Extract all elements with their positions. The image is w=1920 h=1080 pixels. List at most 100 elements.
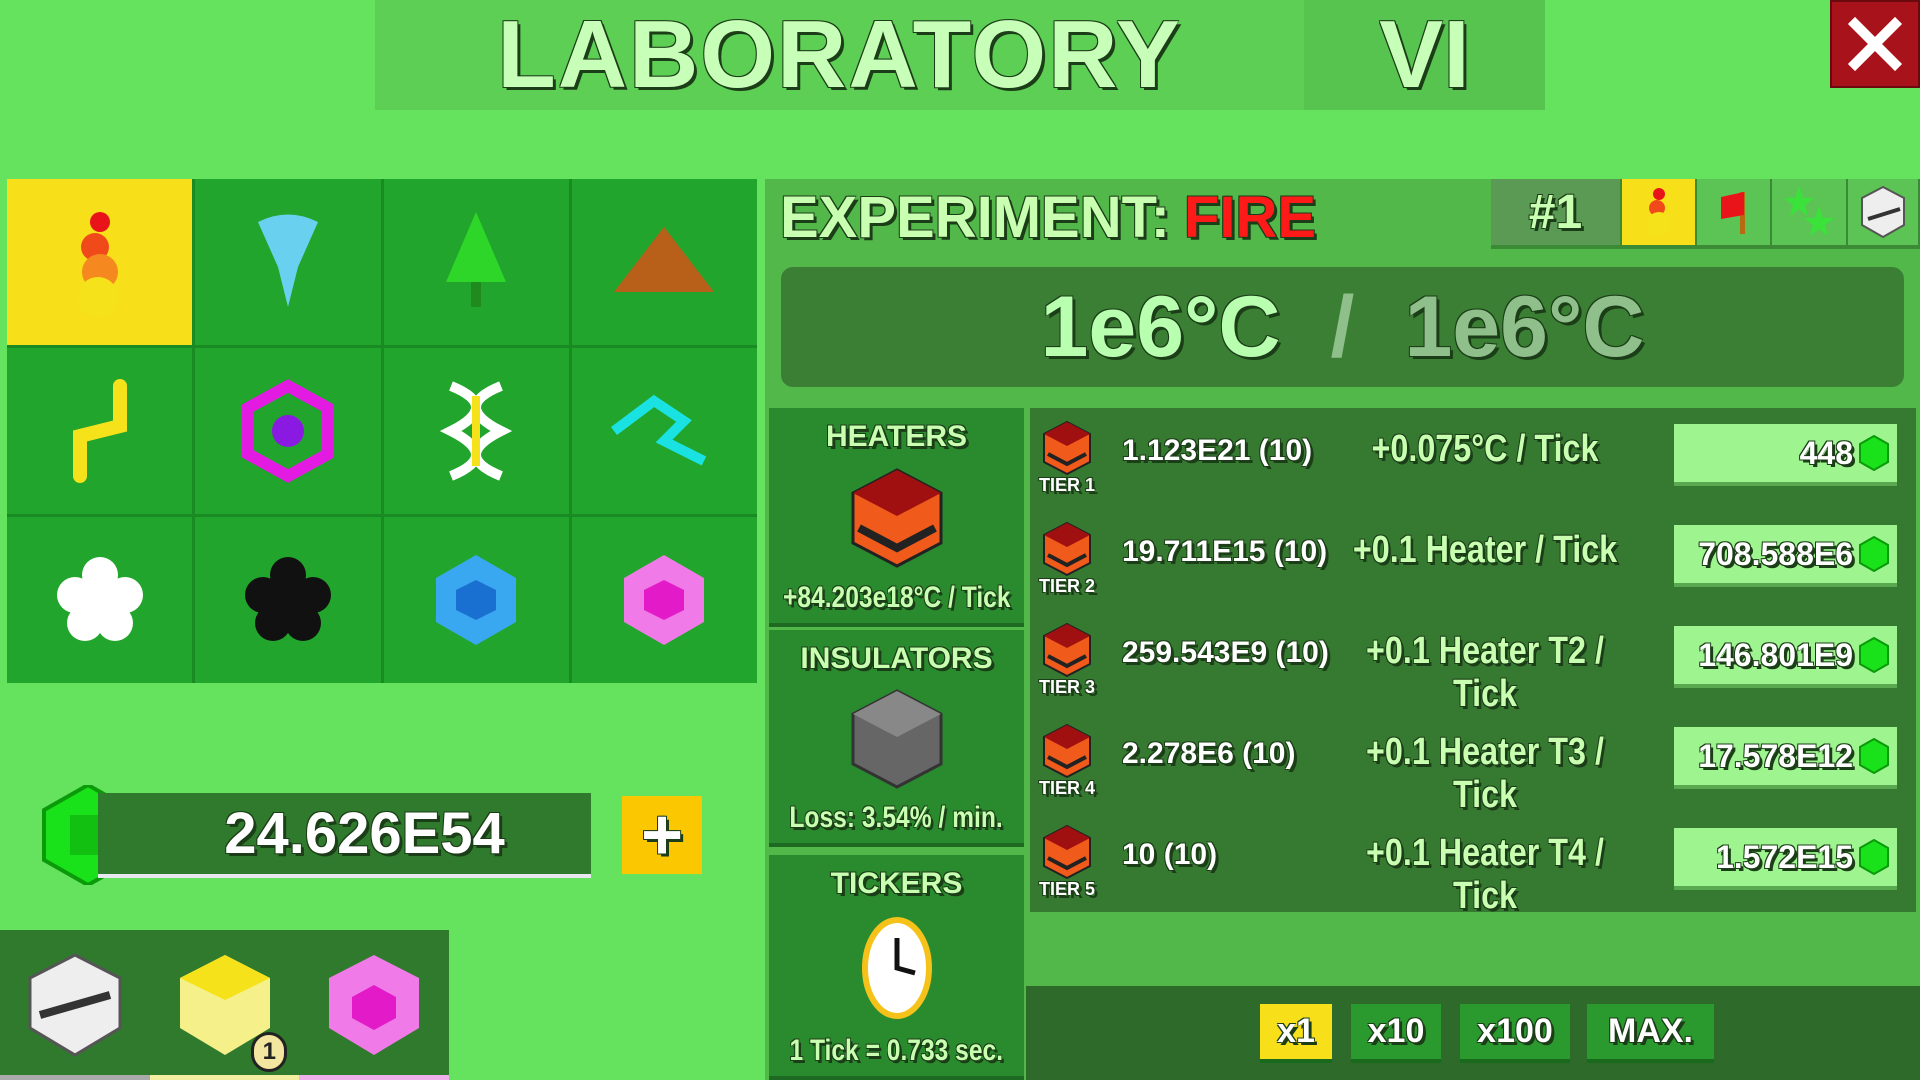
gem-icon <box>1859 435 1889 471</box>
category-title: INSULATORS <box>800 642 993 675</box>
stars-icon <box>1784 186 1834 236</box>
experiment-tree[interactable] <box>383 179 569 345</box>
heater-list: TIER 1 1.123E21 (10) +0.075°C / Tick 448… <box>1030 408 1916 917</box>
heater-cost: 17.578E12 <box>1698 737 1853 774</box>
category-insulators[interactable]: INSULATORS Loss: 3.54% / min. <box>769 630 1024 847</box>
heater-icon <box>1043 622 1091 678</box>
buy-heater-button[interactable]: 448 <box>1674 424 1897 486</box>
heater-cost: 448 <box>1799 434 1853 471</box>
heater-cost: 708.588E6 <box>1698 535 1853 572</box>
heater-icon <box>1043 824 1091 880</box>
heater-icon <box>851 467 942 568</box>
experiment-wind[interactable] <box>571 348 757 514</box>
experiment-earth[interactable] <box>571 179 757 345</box>
heater-cost: 1.572E15 <box>1715 838 1853 875</box>
owned-count: 2.278E6 (10) <box>1122 737 1296 770</box>
heater-effect: +0.1 Heater T3 / Tick <box>1366 731 1604 816</box>
buy-heater-button[interactable]: 17.578E12 <box>1674 727 1897 789</box>
category-title: HEATERS <box>825 420 968 453</box>
insulator-icon <box>851 688 942 789</box>
experiment-lightning[interactable] <box>7 348 193 514</box>
heater-effect: +0.1 Heater / Tick <box>1352 529 1618 571</box>
experiment-name: FIRE <box>1183 184 1317 250</box>
category-footer: +84.203e18°C / Tick <box>782 581 1011 614</box>
experiment-dark[interactable] <box>195 517 381 683</box>
owned-count: 19.711E15 (10) <box>1122 535 1328 568</box>
gem-icon <box>1859 738 1889 774</box>
heater-effect: +0.1 Heater T2 / Tick <box>1366 630 1604 715</box>
page-title: LABORATORY <box>375 0 1304 110</box>
cyan-swirl-icon <box>611 394 707 466</box>
tier-label: TIER 5 <box>1038 879 1095 899</box>
flag-icon <box>1720 192 1745 234</box>
heater-row: TIER 5 10 (10) +0.1 Heater T4 / Tick 1.5… <box>1030 812 1916 917</box>
experiment-magic[interactable] <box>195 348 381 514</box>
clock-icon <box>861 916 932 1019</box>
pink-hex-icon <box>624 555 705 645</box>
experiment-water[interactable] <box>195 179 381 345</box>
tray-slot-cube[interactable] <box>0 930 150 1080</box>
owned-count: 1.123E21 (10) <box>1122 434 1313 467</box>
yellow-cube-icon <box>179 955 270 1055</box>
buy-heater-button[interactable]: 1.572E15 <box>1674 828 1897 890</box>
item-tray: 1 <box>0 930 449 1080</box>
dirt-pile-icon <box>614 227 715 292</box>
pink-hex-icon <box>329 955 420 1055</box>
gem-icon <box>1859 839 1889 875</box>
dna-icon <box>439 381 513 481</box>
tab-experiment-number[interactable]: #1 <box>1491 179 1622 249</box>
current-temperature: 1e6°C <box>1040 278 1281 375</box>
heater-icon <box>1043 723 1091 779</box>
category-footer: Loss: 3.54% / min. <box>789 801 1004 834</box>
close-icon <box>1847 16 1903 72</box>
tray-slot-yellow[interactable]: 1 <box>149 930 300 1080</box>
tier-label: TIER 2 <box>1038 576 1095 596</box>
experiment-pink[interactable] <box>571 517 757 683</box>
tier-label: TIER 1 <box>1038 475 1095 495</box>
category-title: TICKERS <box>830 867 963 900</box>
target-temperature: 1e6°C <box>1404 278 1645 375</box>
owned-count: 10 (10) <box>1122 838 1218 871</box>
multiplier-x1[interactable]: x1 <box>1260 1004 1332 1063</box>
category-tickers[interactable]: TICKERS 1 Tick = 0.733 sec. <box>769 855 1024 1080</box>
heater-cost: 146.801E9 <box>1698 636 1853 673</box>
experiment-fire[interactable] <box>7 179 193 345</box>
heater-row: TIER 1 1.123E21 (10) +0.075°C / Tick 448 <box>1030 408 1916 509</box>
experiment-grid <box>7 179 757 683</box>
experiment-dna[interactable] <box>383 348 569 514</box>
heater-icon <box>1043 420 1091 476</box>
experiment-title: EXPERIMENT: FIRE <box>780 182 1316 252</box>
tab-flag[interactable] <box>1697 179 1772 249</box>
temperature-separator: / <box>1330 278 1355 375</box>
heater-row: TIER 2 19.711E15 (10) +0.1 Heater / Tick… <box>1030 509 1916 610</box>
lab-tier: VI <box>1304 0 1545 110</box>
tab-stars[interactable] <box>1772 179 1848 249</box>
buy-heater-button[interactable]: 708.588E6 <box>1674 525 1897 587</box>
add-currency-button[interactable]: + <box>622 795 702 875</box>
gem-icon <box>1859 536 1889 572</box>
fire-icon <box>77 212 118 317</box>
heater-row: TIER 3 259.543E9 (10) +0.1 Heater T2 / T… <box>1030 610 1916 715</box>
multiplier-x10[interactable]: x10 <box>1351 1004 1441 1063</box>
water-drop-icon <box>257 214 318 307</box>
tab-cube[interactable] <box>1848 179 1920 249</box>
fire-icon <box>1646 188 1671 236</box>
tier-label: TIER 4 <box>1038 778 1095 798</box>
currency-amount: 24.626E54 <box>98 793 591 878</box>
heater-icon <box>1043 521 1091 577</box>
tray-slot-pink[interactable] <box>299 930 449 1080</box>
heater-effect: +0.1 Heater T4 / Tick <box>1366 832 1604 917</box>
experiment-ice[interactable] <box>383 517 569 683</box>
tree-icon <box>446 212 507 307</box>
owned-count: 259.543E9 (10) <box>1122 636 1329 669</box>
experiment-light[interactable] <box>7 517 193 683</box>
count-badge: 1 <box>251 1032 288 1072</box>
category-heaters[interactable]: HEATERS +84.203e18°C / Tick <box>769 408 1024 627</box>
close-button[interactable] <box>1830 0 1920 88</box>
multiplier-x100[interactable]: x100 <box>1460 1004 1570 1063</box>
buy-heater-button[interactable]: 146.801E9 <box>1674 626 1897 688</box>
tab-fire[interactable] <box>1622 179 1697 249</box>
heater-effect: +0.075°C / Tick <box>1371 428 1599 470</box>
white-flower-icon <box>56 557 143 641</box>
multiplier-max[interactable]: MAX. <box>1587 1004 1714 1063</box>
